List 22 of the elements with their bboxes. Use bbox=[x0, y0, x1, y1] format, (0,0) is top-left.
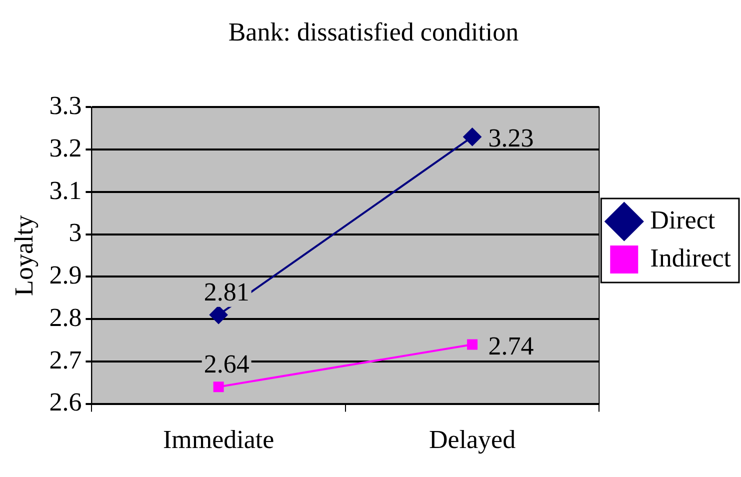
x-tick-label: Immediate bbox=[162, 425, 274, 454]
y-tick-label: 3.1 bbox=[49, 176, 82, 205]
legend-label: Direct bbox=[650, 205, 716, 234]
data-label: 3.23 bbox=[488, 124, 534, 153]
y-axis-title: Loyalty bbox=[9, 215, 38, 296]
y-tick-label: 2.6 bbox=[49, 388, 82, 417]
y-tick-label: 2.9 bbox=[49, 260, 82, 290]
point bbox=[463, 128, 482, 146]
data-label: 2.64 bbox=[204, 350, 250, 379]
point bbox=[210, 306, 228, 324]
data-label: 2.81 bbox=[204, 278, 250, 307]
chart-title: Bank: dissatisfied condition bbox=[228, 17, 519, 46]
y-tick-label: 3 bbox=[68, 218, 82, 248]
y-tick-label: 2.8 bbox=[49, 302, 82, 332]
legend-label: Indirect bbox=[650, 243, 732, 272]
y-tick-label: 3.2 bbox=[49, 133, 82, 162]
y-tick-label: 2.7 bbox=[49, 345, 82, 374]
x-tick-label: Delayed bbox=[428, 425, 516, 454]
point bbox=[213, 382, 224, 392]
y-tick-label: 3.3 bbox=[49, 91, 82, 120]
point bbox=[467, 339, 478, 350]
data-label: 2.74 bbox=[488, 331, 534, 360]
